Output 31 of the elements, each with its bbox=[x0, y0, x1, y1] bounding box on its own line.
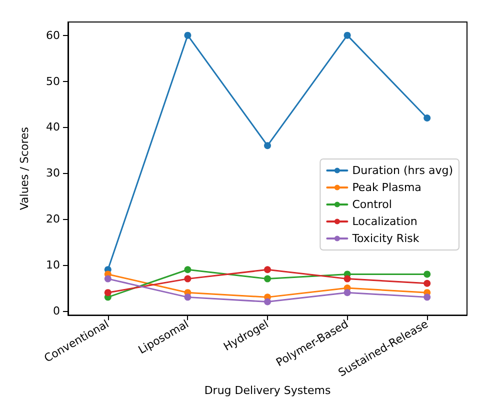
point bbox=[184, 266, 192, 274]
point bbox=[264, 142, 271, 150]
legend-label: Toxicity Risk bbox=[351, 232, 420, 245]
legend-label: Control bbox=[352, 198, 392, 211]
point bbox=[184, 275, 192, 282]
point bbox=[264, 298, 271, 306]
y-tick-label: 30 bbox=[46, 166, 60, 180]
point bbox=[344, 289, 351, 296]
point bbox=[344, 32, 351, 39]
y-tick-label: 10 bbox=[46, 258, 60, 272]
y-tick-label: 40 bbox=[46, 120, 60, 134]
point bbox=[424, 114, 431, 122]
point bbox=[424, 280, 431, 287]
point bbox=[104, 289, 112, 296]
point bbox=[104, 275, 112, 282]
legend-label: Peak Plasma bbox=[352, 181, 422, 194]
y-tick-label: 0 bbox=[53, 304, 60, 318]
legend-label: Duration (hrs avg) bbox=[352, 164, 453, 177]
y-axis-title: Values / Scores bbox=[18, 126, 31, 210]
point bbox=[344, 275, 351, 282]
x-axis-title: Drug Delivery Systems bbox=[204, 384, 331, 397]
point bbox=[184, 294, 192, 301]
point bbox=[184, 32, 192, 39]
y-tick-label: 60 bbox=[46, 28, 60, 42]
point bbox=[424, 270, 431, 278]
point bbox=[264, 275, 271, 282]
y-tick-label: 50 bbox=[46, 74, 60, 88]
point bbox=[264, 266, 271, 274]
y-tick-label: 20 bbox=[46, 212, 60, 226]
point bbox=[424, 294, 431, 301]
legend-label: Localization bbox=[352, 215, 418, 228]
